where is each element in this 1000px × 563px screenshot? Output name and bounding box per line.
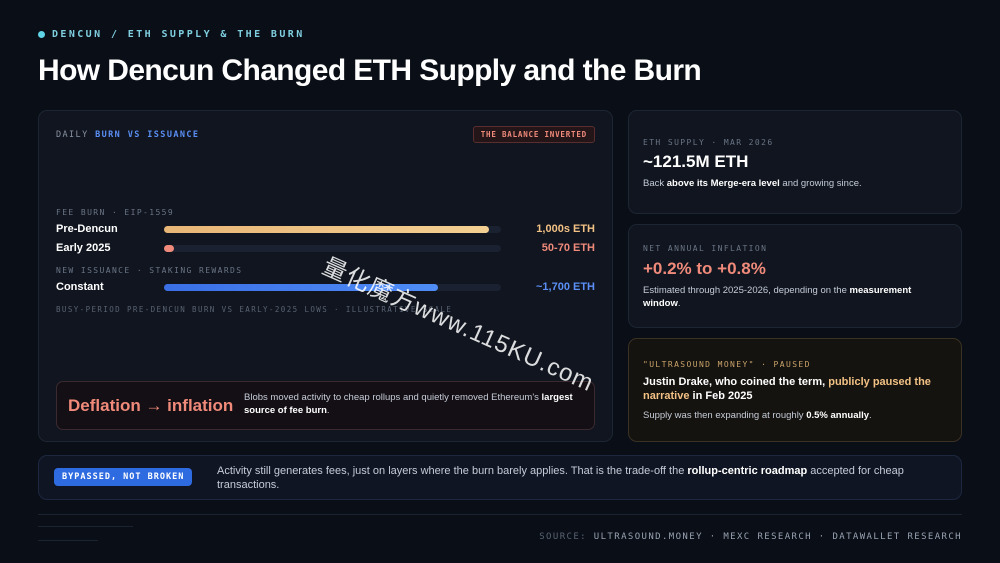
bar — [164, 226, 489, 233]
text: . — [326, 405, 330, 416]
text: accepted for cheap transactions. — [217, 465, 904, 491]
badge: THE BALANCE INVERTED — [472, 126, 595, 143]
text-bold: rollup-centric roadmap — [687, 465, 808, 477]
callout: Deflation → inflation Blobs moved activi… — [56, 381, 595, 430]
decor-line — [38, 540, 98, 541]
sources: ULTRASOUND.MONEY · MEXC RESEARCH · DATAW… — [593, 532, 962, 542]
decor-line — [38, 526, 133, 527]
text: . — [869, 410, 872, 421]
row-name: Early 2025 — [56, 242, 111, 254]
bar — [164, 284, 438, 291]
card: NET ANNUAL INFLATION +0.2% to +0.8% Esti… — [628, 224, 962, 328]
breadcrumb: DENCUN / ETH SUPPLY & THE BURN — [52, 29, 305, 40]
card-text: Estimated through 2025-2026, depending o… — [643, 284, 943, 310]
callout-text: Blobs moved activity to cheap rollups an… — [244, 391, 584, 417]
text-bold: largest source of fee burn — [244, 392, 573, 416]
banner-text: Activity still generates fees, just on l… — [217, 464, 952, 492]
text: in Feb 2025 — [689, 390, 753, 402]
label-prefix: DAILY — [56, 130, 89, 140]
row-name: Pre-Dencun — [56, 223, 118, 235]
card-text: Supply was then expanding at roughly 0.5… — [643, 409, 872, 422]
main-panel: DAILY BURN VS ISSUANCE THE BALANCE INVER… — [38, 110, 613, 442]
text-bold: above its Merge-era level — [666, 178, 780, 189]
card: "ULTRASOUND MONEY" · PAUSED Justin Drake… — [628, 338, 962, 442]
card-heading: Justin Drake, who coined the term, publi… — [643, 375, 953, 403]
bar — [164, 245, 174, 252]
label-highlight: BURN VS ISSUANCE — [95, 130, 200, 140]
text-bold: 0.5% annually — [806, 410, 870, 421]
card-text: Back above its Merge-era level and growi… — [643, 177, 862, 190]
text: Back — [643, 178, 667, 189]
banner: BYPASSED, NOT BROKEN Activity still gene… — [38, 455, 962, 500]
source-label: SOURCE: — [539, 532, 587, 542]
card-label: NET ANNUAL INFLATION — [643, 244, 768, 253]
text: and growing since. — [779, 178, 862, 189]
card-value: +0.2% to +0.8% — [643, 259, 766, 278]
text-bold: measurement window — [643, 285, 912, 309]
text: Activity still generates fees, just on l… — [217, 465, 688, 477]
footer-sources: SOURCE: ULTRASOUND.MONEY · MEXC RESEARCH… — [539, 532, 962, 542]
issuance-label: NEW ISSUANCE · STAKING REWARDS — [56, 266, 243, 275]
row-name: Constant — [56, 281, 104, 293]
text: Estimated through 2025-2026, depending o… — [643, 285, 850, 296]
title: How Dencun Changed ETH Supply and the Bu… — [38, 54, 702, 87]
banner-badge: BYPASSED, NOT BROKEN — [54, 468, 193, 486]
divider — [38, 514, 962, 515]
card-label: ETH SUPPLY · MAR 2026 — [643, 138, 774, 147]
row-value: 1,000s ETH — [536, 223, 595, 235]
card-label: "ULTRASOUND MONEY" · PAUSED — [643, 360, 811, 369]
text: . — [677, 298, 681, 309]
panel-label: DAILY BURN VS ISSUANCE — [56, 130, 199, 140]
fee-burn-label: FEE BURN · EIP-1559 — [56, 208, 175, 217]
card-value: ~121.5M ETH — [643, 152, 749, 171]
text: Blobs moved activity to cheap rollups an… — [244, 392, 539, 403]
footnote: BUSY-PERIOD PRE-DENCUN BURN VS EARLY-202… — [56, 305, 453, 314]
row-value: ~1,700 ETH — [535, 281, 595, 293]
text-highlight: publicly paused the narrative — [643, 376, 931, 402]
text: Supply was then expanding at roughly — [643, 410, 807, 421]
breadcrumb-dot — [38, 31, 45, 38]
row-value: 50-70 ETH — [541, 242, 595, 254]
bar-track — [164, 245, 501, 252]
text: Justin Drake, who coined the term, — [643, 376, 829, 388]
card: ETH SUPPLY · MAR 2026 ~121.5M ETH Back a… — [628, 110, 962, 214]
callout-title: Deflation → inflation — [68, 396, 234, 415]
